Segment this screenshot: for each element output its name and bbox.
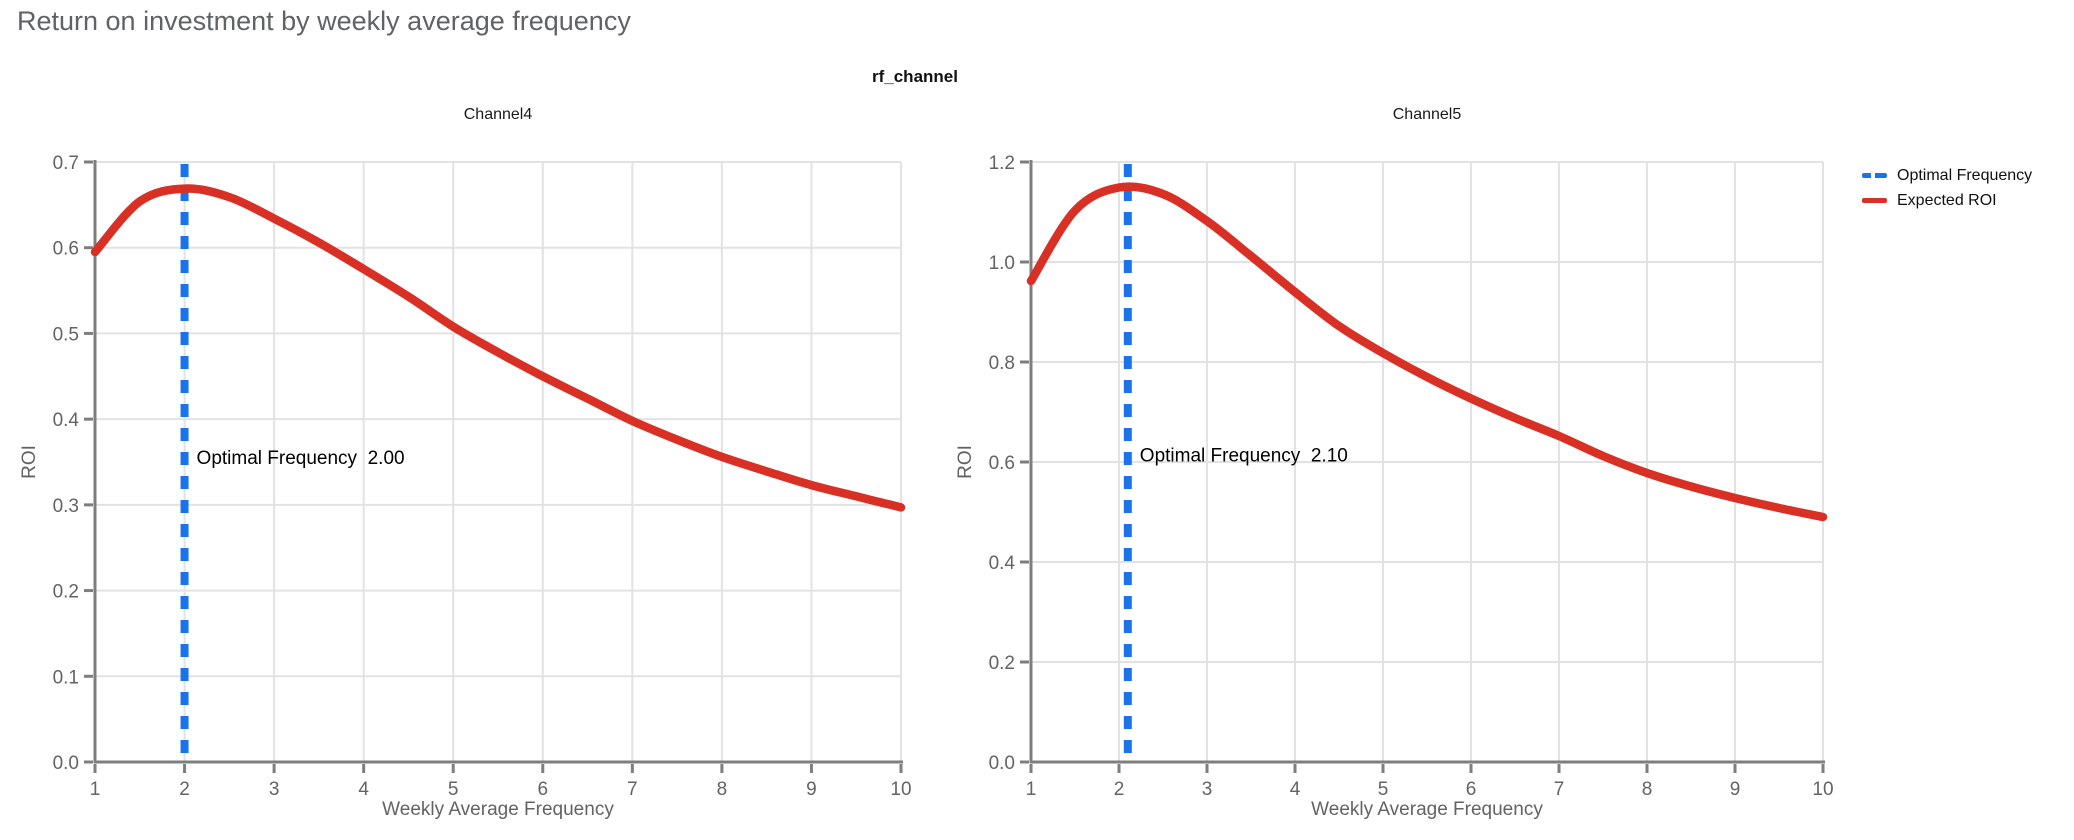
x-tick-label: 10 xyxy=(890,779,911,800)
x-tick-label: 7 xyxy=(1554,779,1565,800)
y-tick-label: 0.2 xyxy=(53,582,79,603)
y-tick-label: 0.6 xyxy=(989,453,1015,474)
x-tick-label: 3 xyxy=(269,779,280,800)
optimal-frequency-annotation: Optimal Frequency 2.00 xyxy=(197,448,405,469)
channel5-plot: 0.0 0.2 0.4 0.6 0.8 1.0 1.2 1 2 3 4 5 6 7 8 9 10 Optimal … xyxy=(989,153,1834,800)
expected-roi-curve xyxy=(90,184,906,512)
subplot-title-channel4: Channel4 xyxy=(463,106,533,123)
x-tick-label: 9 xyxy=(806,779,817,800)
x-tick-label: 8 xyxy=(1642,779,1653,800)
x-tick-label: 5 xyxy=(1378,779,1389,800)
y-tick-label: 0.2 xyxy=(989,653,1015,674)
y-tick-label: 0.4 xyxy=(53,410,80,431)
x-tick-label: 10 xyxy=(1812,779,1833,800)
y-tick-label: 0.1 xyxy=(53,667,79,688)
x-tick-label: 1 xyxy=(90,779,101,800)
x-tick-label: 1 xyxy=(1026,779,1037,800)
x-tick-label: 6 xyxy=(537,779,548,800)
x-tick-label: 2 xyxy=(179,779,190,800)
x-tick-label: 9 xyxy=(1730,779,1741,800)
x-tick-label: 2 xyxy=(1114,779,1125,800)
legend-label-optimal-frequency: Optimal Frequency xyxy=(1897,166,2033,184)
expected-roi-curve xyxy=(1026,182,1828,522)
x-axis-label-channel4: Weekly Average Frequency xyxy=(382,799,614,820)
x-tick-label: 3 xyxy=(1202,779,1213,800)
y-tick-label: 0.0 xyxy=(989,753,1015,774)
y-tick-label: 0.8 xyxy=(989,353,1015,374)
legend-item-expected-roi: Expected ROI xyxy=(1862,188,2032,213)
y-tick-label: 1.2 xyxy=(989,153,1015,174)
legend-item-optimal-frequency: Optimal Frequency xyxy=(1862,163,2032,188)
y-tick-label: 0.3 xyxy=(53,496,79,517)
expected-roi-line-icon xyxy=(1862,198,1887,203)
x-tick-label: 4 xyxy=(1290,779,1301,800)
y-tick-label: 1.0 xyxy=(989,253,1015,274)
y-tick-label: 0.4 xyxy=(989,553,1016,574)
legend: Optimal Frequency Expected ROI xyxy=(1862,163,2032,213)
x-axis-label-channel5: Weekly Average Frequency xyxy=(1311,799,1543,820)
x-tick-label: 6 xyxy=(1466,779,1477,800)
x-tick-label: 8 xyxy=(717,779,728,800)
y-tick-label: 0.6 xyxy=(53,239,79,260)
legend-label-expected-roi: Expected ROI xyxy=(1897,191,1997,209)
y-tick-label: 0.5 xyxy=(53,324,79,345)
figure-title: rf_channel xyxy=(872,67,958,86)
y-tick-label: 0.7 xyxy=(53,153,79,174)
optimal-frequency-line-icon xyxy=(1862,173,1887,178)
y-tick-label: 0.0 xyxy=(53,753,79,774)
x-tick-label: 5 xyxy=(448,779,459,800)
x-tick-label: 4 xyxy=(358,779,369,800)
subplot-title-channel5: Channel5 xyxy=(1392,106,1462,123)
channel4-plot: 0.0 0.1 0.2 0.3 0.4 0.5 0.6 0.7 1 2 3 4 5 6 7 8 9 10 Optim… xyxy=(53,153,912,800)
page-title: Return on investment by weekly average f… xyxy=(17,6,631,36)
optimal-frequency-annotation: Optimal Frequency 2.10 xyxy=(1140,446,1348,467)
x-tick-label: 7 xyxy=(627,779,638,800)
